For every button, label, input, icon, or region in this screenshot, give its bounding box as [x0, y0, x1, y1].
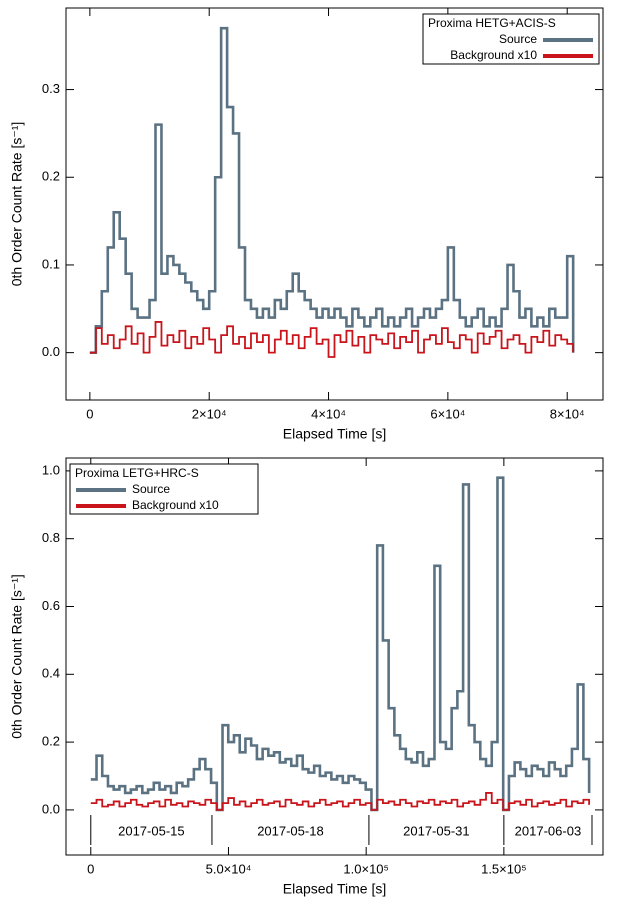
x-axis-label: Elapsed Time [s]: [283, 881, 387, 897]
legend-label: Background x10: [132, 498, 219, 512]
segment-label: 2017-05-31: [403, 823, 470, 838]
legend-title: Proxima HETG+ACIS-S: [428, 16, 556, 30]
y-tick-label: 0.4: [42, 666, 60, 681]
x-tick-label: 1.0×10⁵: [343, 861, 389, 876]
legend-label: Source: [499, 32, 537, 46]
plot-frame: [65, 7, 604, 401]
y-tick-label: 0.2: [42, 734, 60, 749]
y-axis-label: 0th Order Count Rate [s⁻¹]: [9, 574, 25, 739]
x-axis-label: Elapsed Time [s]: [283, 426, 387, 442]
legend: Proxima HETG+ACIS-S Source Background x10: [422, 13, 600, 65]
segment-label: 2017-05-18: [257, 823, 324, 838]
panel: 0 5.0×10⁴ 1.0×10⁵ 1.5×10⁵ 0.0 0.2 0.4 0.6 0.8 1.0…: [9, 457, 604, 897]
segment-label: 2017-05-15: [118, 823, 185, 838]
x-tick-label: 0: [87, 861, 94, 876]
legend-title: Proxima LETG+HRC-S: [75, 466, 199, 480]
y-tick-label: 0.8: [42, 530, 60, 545]
plot-frame: [65, 457, 604, 856]
panel: 0 2×10⁴ 4×10⁴ 6×10⁴ 8×10⁴ 0.0 0.1 0.2 0.3 Elapsed…: [9, 7, 604, 442]
x-tick-label: 0: [86, 406, 93, 421]
x-tick-label: 1.5×10⁵: [481, 861, 527, 876]
y-axis-label: 0th Order Count Rate [s⁻¹]: [9, 122, 25, 287]
y-tick-label: 1.0: [42, 462, 60, 477]
x-tick-label: 6×10⁴: [430, 406, 465, 421]
legend-label: Source: [132, 482, 170, 496]
x-tick-label: 2×10⁴: [192, 406, 227, 421]
x-tick-label: 5.0×10⁴: [206, 861, 252, 876]
y-tick-label: 0.0: [42, 801, 60, 816]
segment-label: 2017-06-03: [515, 823, 582, 838]
legend-label: Background x10: [450, 48, 537, 62]
x-tick-label: 4×10⁴: [311, 406, 346, 421]
series-line: [90, 476, 591, 812]
legend: Proxima LETG+HRC-S Source Background x10: [69, 463, 259, 515]
series-line: [89, 321, 575, 358]
y-tick-label: 0.6: [42, 598, 60, 613]
series-line: [90, 792, 591, 811]
x-tick-label: 8×10⁴: [550, 406, 585, 421]
series-line: [89, 26, 575, 354]
y-tick-label: 0.1: [42, 256, 60, 271]
y-tick-label: 0.2: [42, 169, 60, 184]
y-tick-label: 0.3: [42, 81, 60, 96]
y-tick-label: 0.0: [42, 344, 60, 359]
